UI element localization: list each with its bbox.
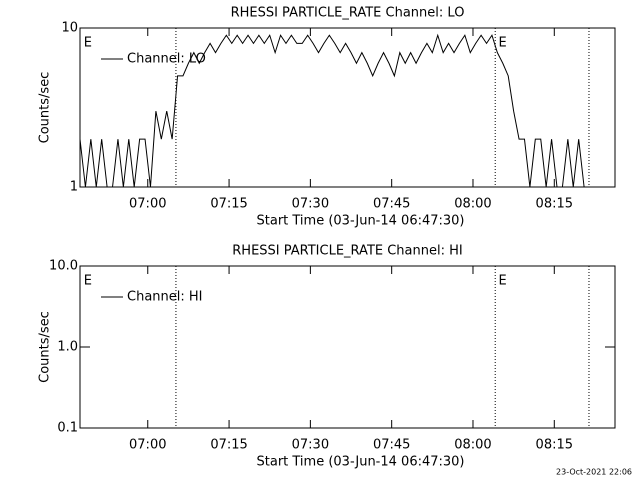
chart-title: RHESSI PARTICLE_RATE Channel: LO (231, 6, 465, 21)
legend-label: Channel: LO (127, 52, 206, 67)
x-axis-label: Start Time (03-Jun-14 06:47:30) (257, 455, 465, 470)
y-tick-label: 10 (61, 21, 78, 36)
event-marker: E (84, 274, 92, 289)
chart-title: RHESSI PARTICLE_RATE Channel: HI (232, 244, 462, 259)
y-axis-label: Counts/sec (38, 72, 53, 144)
y-tick-label: 1 (70, 180, 78, 195)
x-tick-label: 08:15 (536, 438, 573, 453)
y-axis-label: Counts/sec (38, 311, 53, 383)
footer: 23-Oct-2021 22:06 (556, 468, 632, 477)
x-tick-label: 07:45 (373, 197, 410, 212)
legend-label: Channel: HI (127, 290, 203, 305)
y-tick-label: 0.1 (57, 421, 78, 436)
x-tick-label: 08:00 (454, 197, 491, 212)
x-tick-label: 07:15 (210, 197, 247, 212)
y-tick-label: 10.0 (49, 259, 78, 274)
plot-frame (79, 27, 616, 188)
x-tick-label: 07:30 (292, 197, 329, 212)
x-tick-label: 08:15 (536, 197, 573, 212)
x-tick-label: 07:15 (210, 438, 247, 453)
event-marker: E (84, 36, 92, 51)
x-tick-label: 08:00 (454, 438, 491, 453)
event-marker: E (498, 274, 506, 289)
x-tick-label: 07:45 (373, 438, 410, 453)
x-tick-label: 07:30 (292, 438, 329, 453)
x-tick-label: 07:00 (129, 438, 166, 453)
event-marker: E (498, 36, 506, 51)
data-line (79, 33, 585, 188)
x-axis-label: Start Time (03-Jun-14 06:47:30) (257, 214, 465, 229)
x-tick-label: 07:00 (129, 197, 166, 212)
y-tick-label: 1.0 (57, 340, 78, 355)
